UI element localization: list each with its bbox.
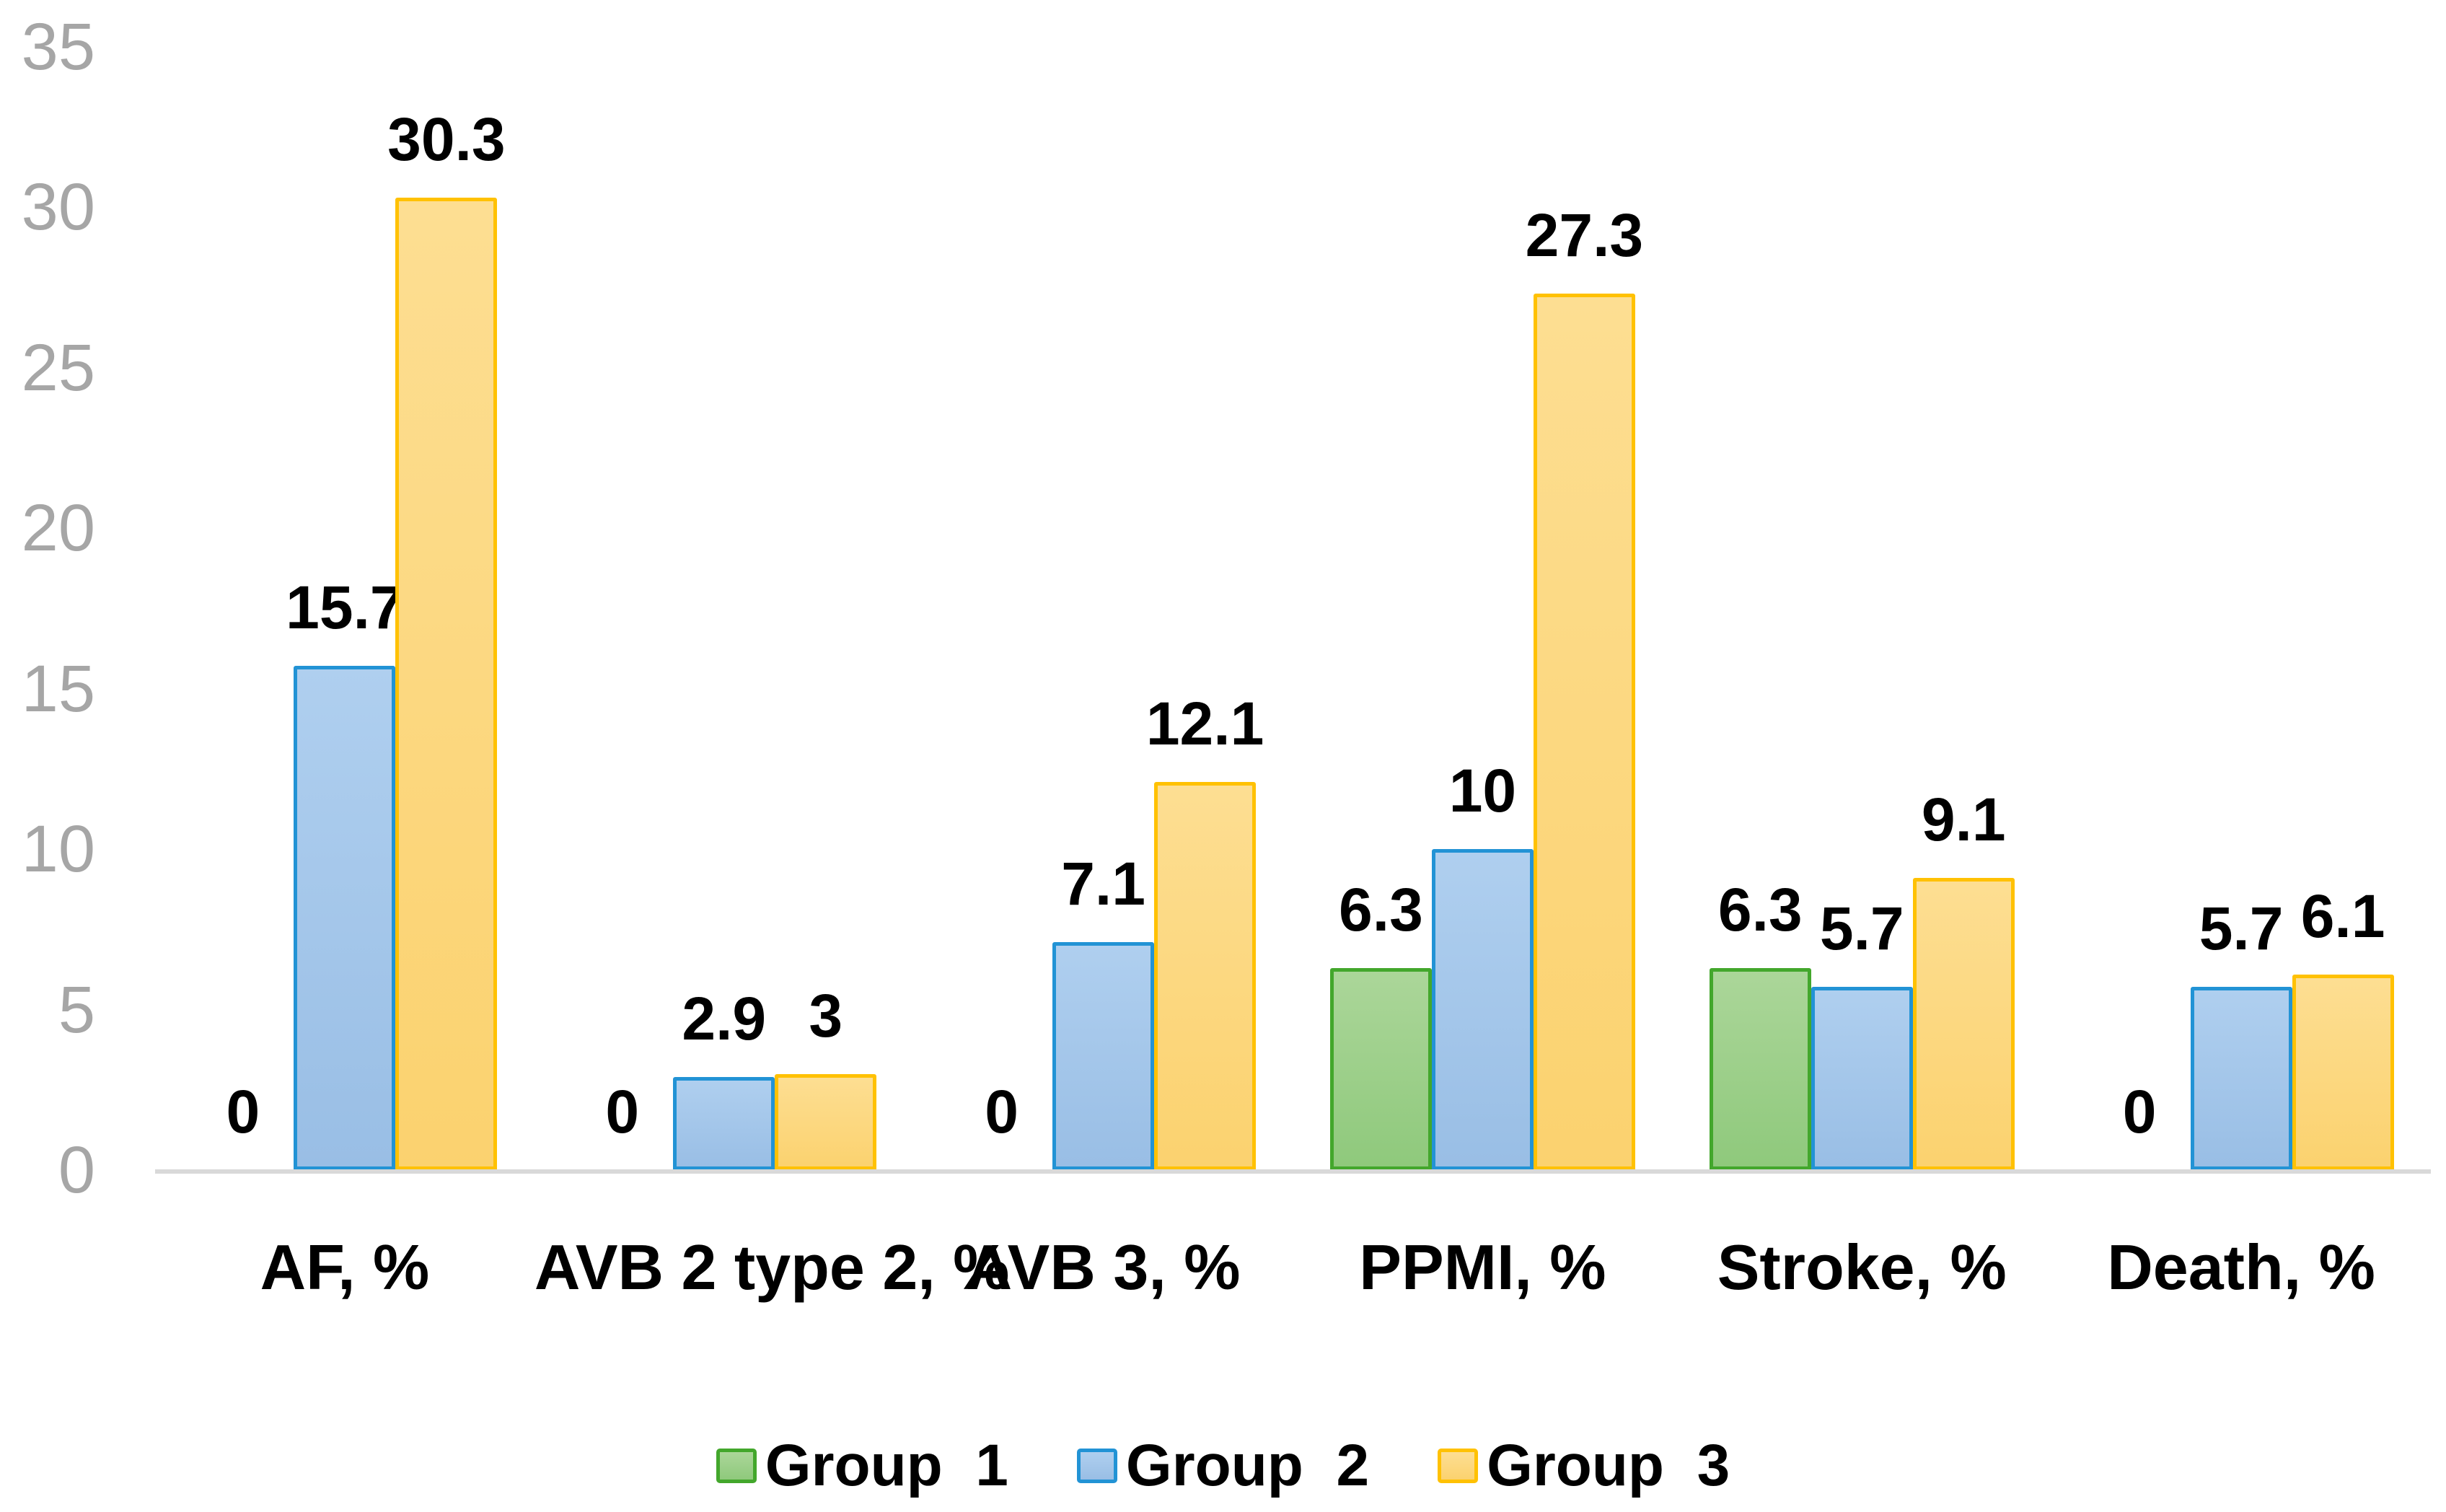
data-label-group-2-af: 15.7 <box>286 573 404 642</box>
data-label-group-1-stroke: 6.3 <box>1717 875 1803 944</box>
data-label-group-3-af: 30.3 <box>387 105 506 173</box>
data-label-group-3-avb-2-type-2: 3 <box>809 981 843 1050</box>
bar-group-2-ppmi <box>1431 849 1534 1170</box>
y-tick-label-10: 10 <box>21 812 95 886</box>
legend-label-group-1: Group 1 <box>765 1433 1008 1498</box>
data-label-group-1-death: 0 <box>2122 1078 2157 1146</box>
bar-group-3-avb-3 <box>1154 781 1257 1170</box>
bar-group-3-ppmi <box>1533 294 1635 1170</box>
y-tick-label-35: 35 <box>21 9 95 84</box>
data-label-group-3-death: 6.1 <box>2300 882 2385 950</box>
bar-group-3-death <box>2292 974 2394 1170</box>
bar-group-3-af <box>395 197 498 1170</box>
bar-group-3-avb-2-type-2 <box>775 1073 877 1170</box>
x-category-label-stroke: Stroke, % <box>1717 1231 2007 1303</box>
y-tick-label-25: 25 <box>21 330 95 405</box>
bar-group-2-af <box>294 666 396 1170</box>
bar-group-1-ppmi <box>1329 967 1432 1170</box>
data-label-group-2-avb-3: 7.1 <box>1061 850 1145 918</box>
legend-label-group-2: Group 2 <box>1125 1433 1370 1498</box>
data-label-group-1-avb-2-type-2: 0 <box>605 1078 640 1146</box>
bar-group-2-death <box>2190 987 2292 1170</box>
data-label-group-3-avb-3: 12.1 <box>1145 689 1264 757</box>
y-tick-label-5: 5 <box>58 972 95 1047</box>
bar-group-3-stroke <box>1912 878 2015 1170</box>
data-label-group-1-avb-3: 0 <box>985 1078 1019 1146</box>
y-tick-label-15: 15 <box>21 651 95 726</box>
legend-item-group-2: Group 2 <box>1076 1432 1370 1500</box>
data-label-group-3-stroke: 9.1 <box>1921 786 2006 854</box>
data-label-group-2-ppmi: 10 <box>1448 757 1517 825</box>
x-category-label-af: AF, % <box>260 1231 430 1303</box>
bar-group-2-stroke <box>1811 987 1913 1170</box>
bar-group-2-avb-3 <box>1052 942 1155 1170</box>
x-category-label-ppmi: PPMI, % <box>1359 1231 1606 1303</box>
data-label-group-1-ppmi: 6.3 <box>1339 875 1423 944</box>
legend-swatch-group-2-icon <box>1076 1449 1117 1483</box>
legend-swatch-group-3-icon <box>1438 1449 1479 1483</box>
data-label-group-2-avb-2-type-2: 2.9 <box>682 984 767 1052</box>
legend-item-group-1: Group 1 <box>716 1432 1008 1500</box>
data-label-group-2-death: 5.7 <box>2199 895 2284 963</box>
legend-swatch-group-1-icon <box>716 1449 757 1483</box>
x-axis-line <box>155 1169 2431 1174</box>
data-label-group-1-af: 0 <box>226 1078 260 1146</box>
bar-group-2-avb-2-type-2 <box>673 1076 775 1170</box>
x-category-label-avb-2-type-2: AVB 2 type 2, % <box>534 1231 1010 1303</box>
x-category-label-avb-3: AVB 3, % <box>966 1231 1241 1303</box>
y-tick-label-30: 30 <box>21 170 95 244</box>
legend-item-group-3: Group 3 <box>1438 1432 1730 1500</box>
y-tick-label-20: 20 <box>21 491 95 565</box>
x-category-label-death: Death, % <box>2107 1231 2375 1303</box>
data-label-group-2-stroke: 5.7 <box>1819 895 1904 963</box>
bar-group-1-stroke <box>1709 967 1811 1170</box>
legend-label-group-3: Group 3 <box>1487 1433 1730 1498</box>
data-label-group-3-ppmi: 27.3 <box>1525 201 1644 270</box>
y-tick-label-0: 0 <box>58 1133 95 1207</box>
legend: Group 1 Group 2 Group 3 <box>0 1423 2446 1509</box>
